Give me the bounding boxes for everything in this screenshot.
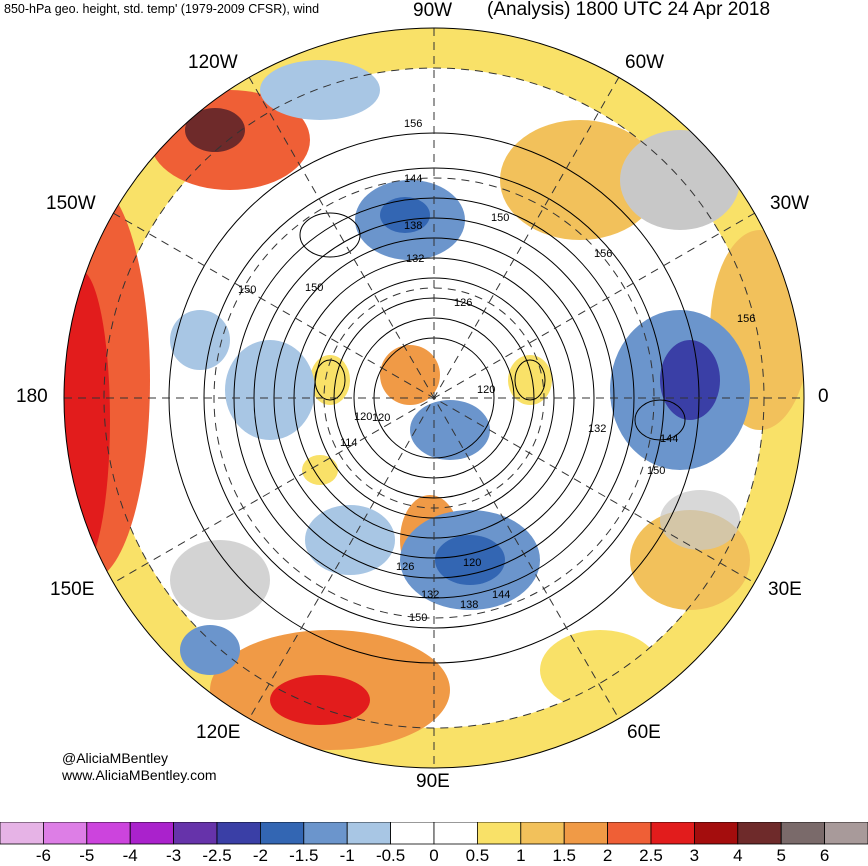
contour-label: 156 xyxy=(404,118,422,130)
colorbar-tick-label: -0.5 xyxy=(375,846,406,865)
lon-label-180: 180 xyxy=(16,386,48,407)
lon-label-150w: 150W xyxy=(46,193,96,214)
contour-label: 120 xyxy=(372,412,390,424)
colorbar-swatch xyxy=(737,822,782,845)
contour-label: 132 xyxy=(588,423,606,435)
colorbar-swatch xyxy=(129,822,174,845)
lon-label-60e: 60E xyxy=(627,722,661,743)
contour-label: 144 xyxy=(404,173,422,185)
contour-label: 138 xyxy=(404,220,422,232)
map-title-right: (Analysis) 1800 UTC 24 Apr 2018 xyxy=(487,0,771,20)
colorbar-swatch xyxy=(43,822,88,845)
lon-label-150e: 150E xyxy=(50,579,95,600)
contour-label: 150 xyxy=(409,612,427,624)
colorbar-tick-label: 2 xyxy=(602,846,613,865)
lon-label-120e: 120E xyxy=(196,722,241,743)
contour-label: 132 xyxy=(406,253,424,265)
colorbar-tick-label: 4 xyxy=(733,846,743,865)
colorbar-swatch xyxy=(824,822,868,845)
graticule xyxy=(64,28,804,768)
colorbar-tick-label: 0.5 xyxy=(465,846,490,865)
contour-label: 144 xyxy=(492,589,510,601)
colorbar-tick-label: 2.5 xyxy=(639,846,663,865)
lon-label-30e: 30E xyxy=(768,579,802,600)
credit-website: www.AliciaMBentley.com xyxy=(62,767,217,783)
colorbar-tick-label: -5 xyxy=(79,846,95,865)
colorbar-tick-label: 1.5 xyxy=(552,846,577,865)
colorbar-tick-label: -4 xyxy=(122,846,138,865)
lon-label-30w: 30W xyxy=(770,193,810,214)
contour-label: 126 xyxy=(454,297,472,309)
contour-label: 156 xyxy=(737,313,755,325)
colorbar-swatch xyxy=(173,822,218,845)
contour-label: 156 xyxy=(594,248,612,260)
map-boundary xyxy=(63,27,805,769)
colorbar-tick-label: -3 xyxy=(166,846,182,865)
colorbar-tick-label: -2 xyxy=(252,846,268,865)
contour-label: 150 xyxy=(647,465,665,477)
colorbar-tick-label: -2.5 xyxy=(202,846,232,865)
colorbar-tick-label: 5 xyxy=(776,846,786,865)
lon-label-0: 0 xyxy=(818,386,829,407)
colorbar-swatch xyxy=(390,822,435,845)
lon-label-60w: 60W xyxy=(625,52,665,73)
colorbar-tick-label: -1.5 xyxy=(289,846,319,865)
colorbar-ticks: -6 -5 -4 -3 -2.5 -2 -1.5 -1 -0.5 0 0.5 1 1.5 2 2.5 3 4 5 6 xyxy=(0,846,868,865)
colorbar-swatch xyxy=(650,822,695,845)
colorbar-tick-label: 3 xyxy=(689,846,700,865)
colorbar-swatch xyxy=(433,822,478,845)
colorbar-swatch xyxy=(259,822,305,845)
contour-label: 132 xyxy=(421,589,439,601)
colorbar-swatch xyxy=(216,822,261,845)
colorbar-swatch xyxy=(86,822,131,845)
contour-label: 114 xyxy=(340,437,358,449)
colorbar-tick-label: -1 xyxy=(339,846,355,865)
map-disk xyxy=(64,28,804,768)
contour-label: 150 xyxy=(491,212,509,224)
colorbar xyxy=(0,822,868,845)
lon-label-90w: 90W xyxy=(413,0,453,21)
map-title-left: 850-hPa geo. height, std. temp' (1979-20… xyxy=(4,2,320,16)
contour-label: 120 xyxy=(463,557,481,569)
lon-label-120w: 120W xyxy=(188,52,238,73)
colorbar-swatch xyxy=(0,822,44,845)
colorbar-swatch xyxy=(346,822,392,845)
colorbar-swatch xyxy=(303,822,348,845)
contour-label: 120 xyxy=(354,411,372,423)
colorbar-tick-label: 6 xyxy=(819,846,830,865)
contour-label: 126 xyxy=(396,561,414,573)
contour-label: 138 xyxy=(460,599,478,611)
colorbar-swatch xyxy=(607,822,652,845)
contour-label: 150 xyxy=(305,282,323,294)
colorbar-swatch xyxy=(563,822,609,845)
colorbar-tick-label: -6 xyxy=(35,846,51,865)
contour-label: 150 xyxy=(238,284,256,296)
credit-handle: @AliciaMBentley xyxy=(62,750,169,766)
colorbar-tick-label: 0 xyxy=(429,846,439,865)
colorbar-swatch xyxy=(520,822,565,845)
colorbar-tick-label: 1 xyxy=(516,846,526,865)
lon-label-90e: 90E xyxy=(416,771,450,792)
colorbar-swatch xyxy=(694,822,739,845)
colorbar-swatch xyxy=(780,822,826,845)
contour-label: 120 xyxy=(477,384,495,396)
contour-label: 144 xyxy=(660,433,678,445)
colorbar-swatch xyxy=(476,822,522,845)
